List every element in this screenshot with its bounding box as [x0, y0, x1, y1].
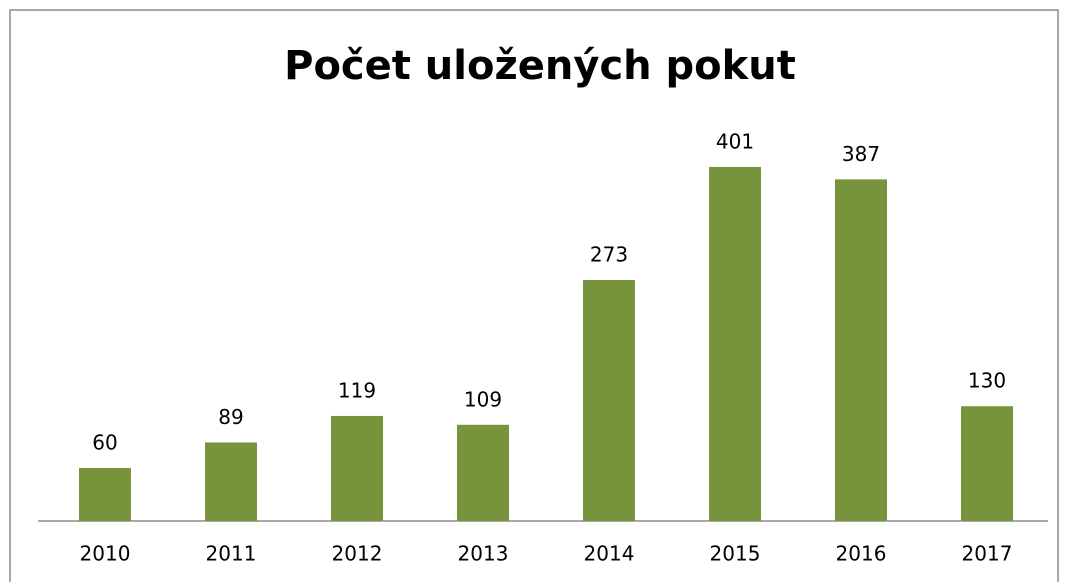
x-tick-label: 2015: [710, 542, 761, 566]
bar: [331, 415, 383, 521]
bar: [205, 442, 257, 521]
data-label: 401: [716, 130, 754, 154]
x-tick-label: 2014: [584, 542, 635, 566]
x-tick-label: 2012: [332, 542, 383, 566]
chart-title: Počet uložených pokut: [284, 43, 796, 89]
bar: [835, 179, 887, 521]
bar: [961, 406, 1013, 521]
data-label: 273: [590, 242, 628, 266]
data-label: 89: [218, 405, 243, 429]
data-label: 387: [842, 142, 880, 166]
bar: [79, 468, 131, 521]
data-label: 130: [968, 369, 1006, 393]
bar: [583, 279, 635, 521]
bar: [457, 424, 509, 521]
x-tick-label: 2013: [458, 542, 509, 566]
chart-border: [9, 9, 1059, 582]
data-label: 109: [464, 387, 502, 411]
x-tick-label: 2010: [80, 542, 131, 566]
bar: [709, 167, 761, 521]
x-tick-label: 2016: [836, 542, 887, 566]
x-tick-label: 2017: [962, 542, 1013, 566]
x-tick-label: 2011: [206, 542, 257, 566]
data-label: 119: [338, 378, 376, 402]
data-label: 60: [92, 431, 117, 455]
